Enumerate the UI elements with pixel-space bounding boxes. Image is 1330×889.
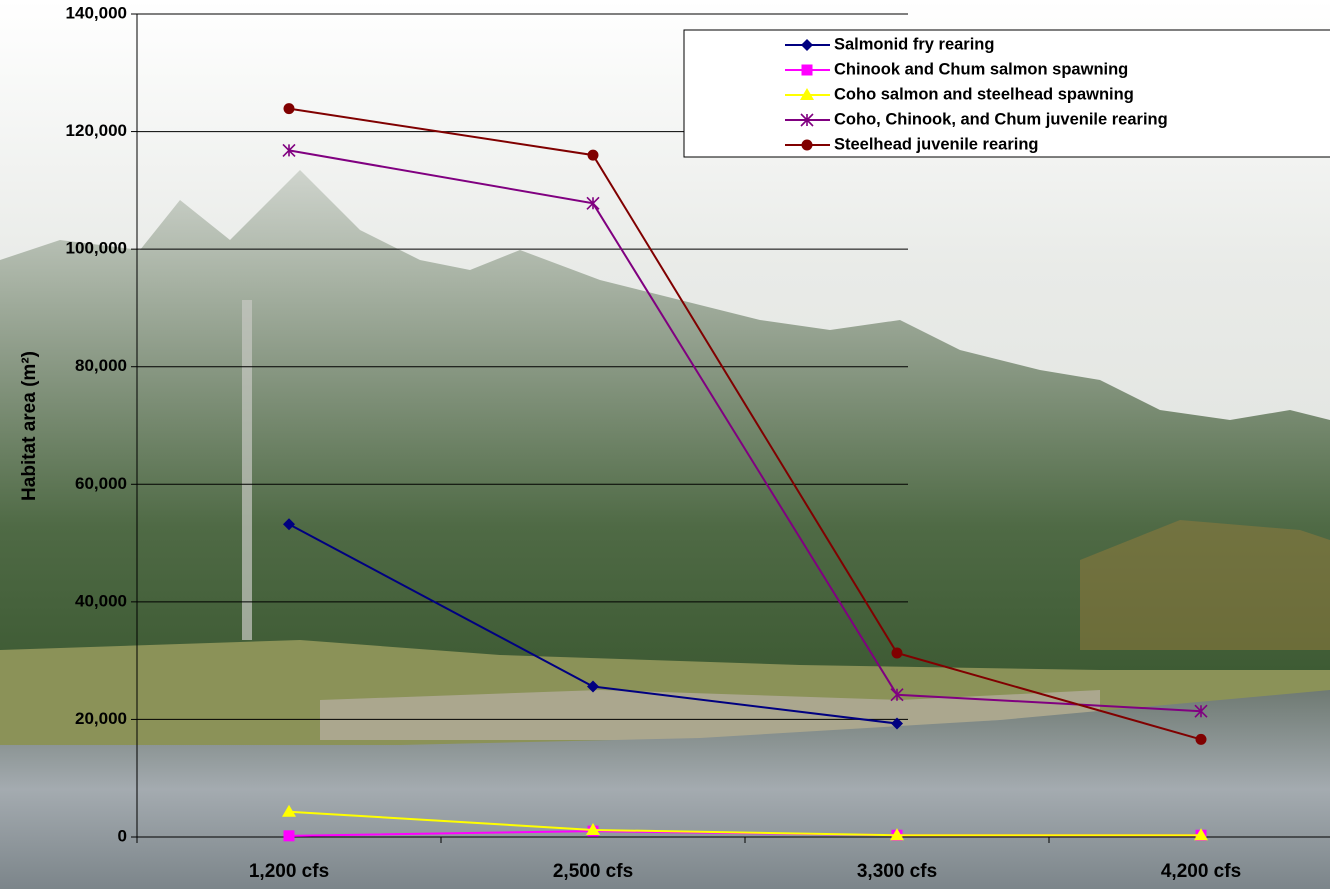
y-tick-label: 100,000 (66, 239, 127, 258)
marker-shape (284, 830, 295, 841)
marker-shape (892, 648, 903, 659)
marker (284, 103, 295, 114)
y-tick-label: 20,000 (75, 709, 127, 728)
legend-label: Steelhead juvenile rearing (834, 135, 1039, 153)
legend-label: Coho salmon and steelhead spawning (834, 85, 1134, 103)
y-tick-label: 140,000 (66, 3, 127, 22)
legend-label: Coho, Chinook, and Chum juvenile rearing (834, 110, 1168, 128)
y-axis-label: Habitat area (m²) (19, 351, 40, 501)
marker (892, 648, 903, 659)
marker (802, 140, 813, 151)
legend-label: Salmonid fry rearing (834, 35, 994, 53)
marker-shape (284, 103, 295, 114)
marker (802, 65, 813, 76)
y-tick-label: 0 (118, 826, 127, 845)
y-tick-label: 120,000 (66, 121, 127, 140)
y-tick-label: 60,000 (75, 474, 127, 493)
marker (284, 830, 295, 841)
x-tick-label: 3,300 cfs (857, 861, 937, 882)
marker-shape (588, 150, 599, 161)
marker (588, 150, 599, 161)
x-tick-label: 2,500 cfs (553, 861, 633, 882)
legend-label: Chinook and Chum salmon spawning (834, 60, 1128, 78)
marker (1196, 734, 1207, 745)
marker-shape (802, 65, 813, 76)
x-tick-label: 4,200 cfs (1161, 861, 1241, 882)
x-tick-label: 1,200 cfs (249, 861, 329, 882)
chart: Habitat area (m²) 0 20,000 40,000 60,000 80,… (0, 0, 1330, 889)
marker-shape (802, 140, 813, 151)
y-tick-label: 40,000 (75, 591, 127, 610)
y-tick-label: 80,000 (75, 356, 127, 375)
marker-shape (1196, 734, 1207, 745)
legend: Salmonid fry rearing Chinook and Chum sal… (684, 30, 1330, 157)
